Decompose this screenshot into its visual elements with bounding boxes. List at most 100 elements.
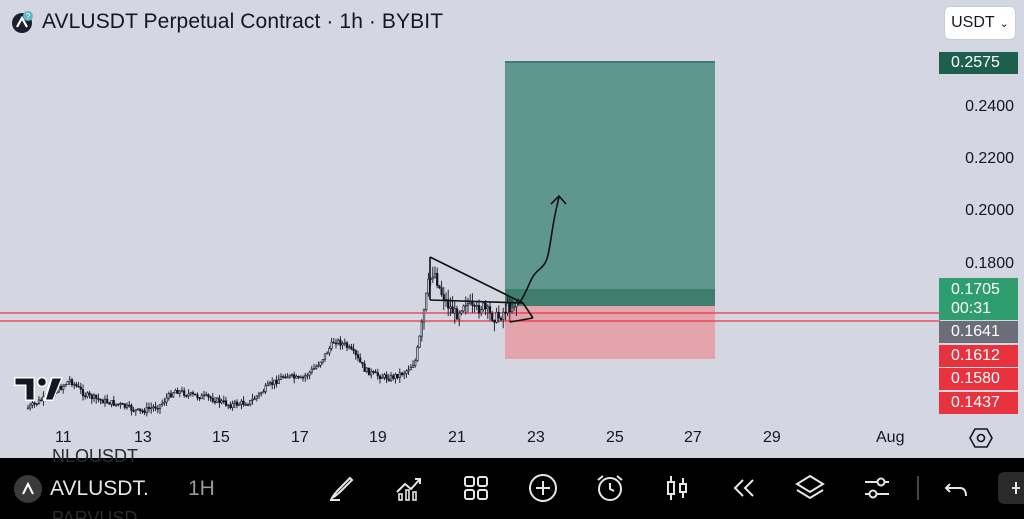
candle-body (134, 409, 137, 412)
candle-body (207, 394, 210, 398)
candle-body (284, 376, 287, 379)
candle-body (262, 391, 265, 394)
indicators-icon[interactable] (393, 472, 425, 504)
candle-body (185, 395, 188, 397)
candle-body (288, 374, 291, 378)
candle-body (103, 398, 107, 404)
candle-body (471, 301, 474, 306)
candle-body (343, 342, 346, 345)
candle-body (491, 312, 494, 321)
candle-body (101, 399, 104, 404)
settings-sliders-icon[interactable] (861, 472, 893, 504)
stop-loss-zone[interactable] (505, 306, 715, 358)
current-price: 0.1705 (951, 281, 1000, 298)
candle-body (37, 399, 41, 405)
candle-body (97, 398, 100, 400)
avl-logo-icon: ? (10, 10, 34, 34)
candle-body (211, 397, 214, 402)
chart-area[interactable]: ? AVLUSDT Perpetual Contract · 1h · BYBI… (0, 0, 1024, 458)
candle-body (499, 317, 503, 320)
symbol-selector[interactable]: AVLUSDT. (14, 475, 149, 503)
stop-price-tag[interactable]: 0.1437 (939, 392, 1018, 414)
candles-icon[interactable] (661, 472, 693, 504)
grid-icon[interactable] (460, 472, 492, 504)
candle-body (216, 397, 219, 403)
candle-body (84, 395, 87, 398)
candle-body (409, 367, 412, 371)
candle-body (506, 303, 509, 314)
date-axis-label: 27 (684, 429, 702, 446)
currency-selector[interactable]: USDT ⌄ (944, 6, 1016, 40)
candle-body (128, 404, 131, 407)
take-profit-zone[interactable] (505, 62, 715, 306)
chart-canvas[interactable] (0, 0, 1024, 458)
candle-body (438, 285, 441, 289)
candle-body (178, 390, 181, 394)
candle-body (253, 398, 256, 401)
svg-text:?: ? (26, 12, 31, 21)
candle-body (123, 403, 126, 408)
candle-body (191, 392, 195, 395)
candle-body (73, 383, 76, 386)
candle-body (249, 399, 252, 405)
date-axis-label: 21 (448, 429, 466, 446)
candle-body (224, 400, 228, 406)
candle-body (451, 306, 454, 314)
candle-body (383, 374, 386, 378)
candle-body (88, 392, 91, 396)
candle-body (200, 394, 203, 400)
replay-icon[interactable] (727, 472, 759, 504)
candle-body (398, 372, 401, 378)
alarm-icon[interactable] (594, 472, 626, 504)
candle-body (464, 304, 467, 307)
pen-icon[interactable] (326, 472, 358, 504)
candle-body (147, 407, 151, 410)
timeframe-selector[interactable]: 1H (188, 477, 215, 500)
entry-price-tag[interactable]: 0.1641 (939, 321, 1018, 343)
more-icon[interactable] (994, 472, 1024, 504)
date-axis-label: Aug (876, 429, 905, 446)
current-price-tag[interactable]: 0.1705 00:31 (939, 278, 1018, 320)
triangle-breakout-arrow (509, 317, 534, 323)
date-axis-label: 11 (55, 429, 72, 446)
undo-icon[interactable] (940, 472, 972, 504)
target-price-tag[interactable]: 0.2575 (939, 52, 1018, 74)
avl-symbol-icon (14, 475, 42, 503)
candle-body (425, 292, 428, 311)
candle-body (205, 394, 208, 396)
currency-label: USDT (951, 14, 995, 31)
date-axis-label: 23 (527, 429, 545, 446)
level-price-tag[interactable]: 0.1612 (939, 345, 1018, 367)
candle-body (427, 278, 430, 294)
candle-body (370, 371, 373, 376)
projection-arrow[interactable] (519, 196, 560, 303)
candle-body (449, 306, 452, 309)
layers-icon[interactable] (794, 472, 826, 504)
add-icon[interactable] (527, 472, 559, 504)
candle-body (90, 394, 93, 399)
candle-body (33, 402, 36, 405)
date-axis-label: 25 (606, 429, 624, 446)
candle-body (420, 321, 423, 337)
candle-body (394, 374, 397, 379)
candle-body (436, 273, 439, 286)
candle-body (108, 402, 111, 405)
candle-body (172, 392, 175, 398)
candle-body (29, 404, 32, 409)
level-price-tag[interactable]: 0.1580 (939, 368, 1018, 390)
candle-body (246, 404, 250, 406)
candle-body (26, 407, 30, 410)
candle-body (35, 403, 38, 405)
candle-body (196, 394, 199, 398)
candle-body (513, 306, 516, 308)
candle-body (81, 389, 85, 397)
symbol-title-bar[interactable]: ? AVLUSDT Perpetual Contract · 1h · BYBI… (10, 10, 443, 34)
level-price-a: 0.1612 (951, 347, 1000, 364)
candle-body (183, 390, 186, 396)
chart-title: AVLUSDT Perpetual Contract · 1h · BYBIT (42, 10, 444, 33)
candle-body (139, 408, 142, 412)
candle-body (326, 352, 329, 355)
candle-body (220, 400, 223, 403)
chart-settings-icon[interactable] (969, 427, 993, 449)
candle-body (348, 346, 351, 349)
